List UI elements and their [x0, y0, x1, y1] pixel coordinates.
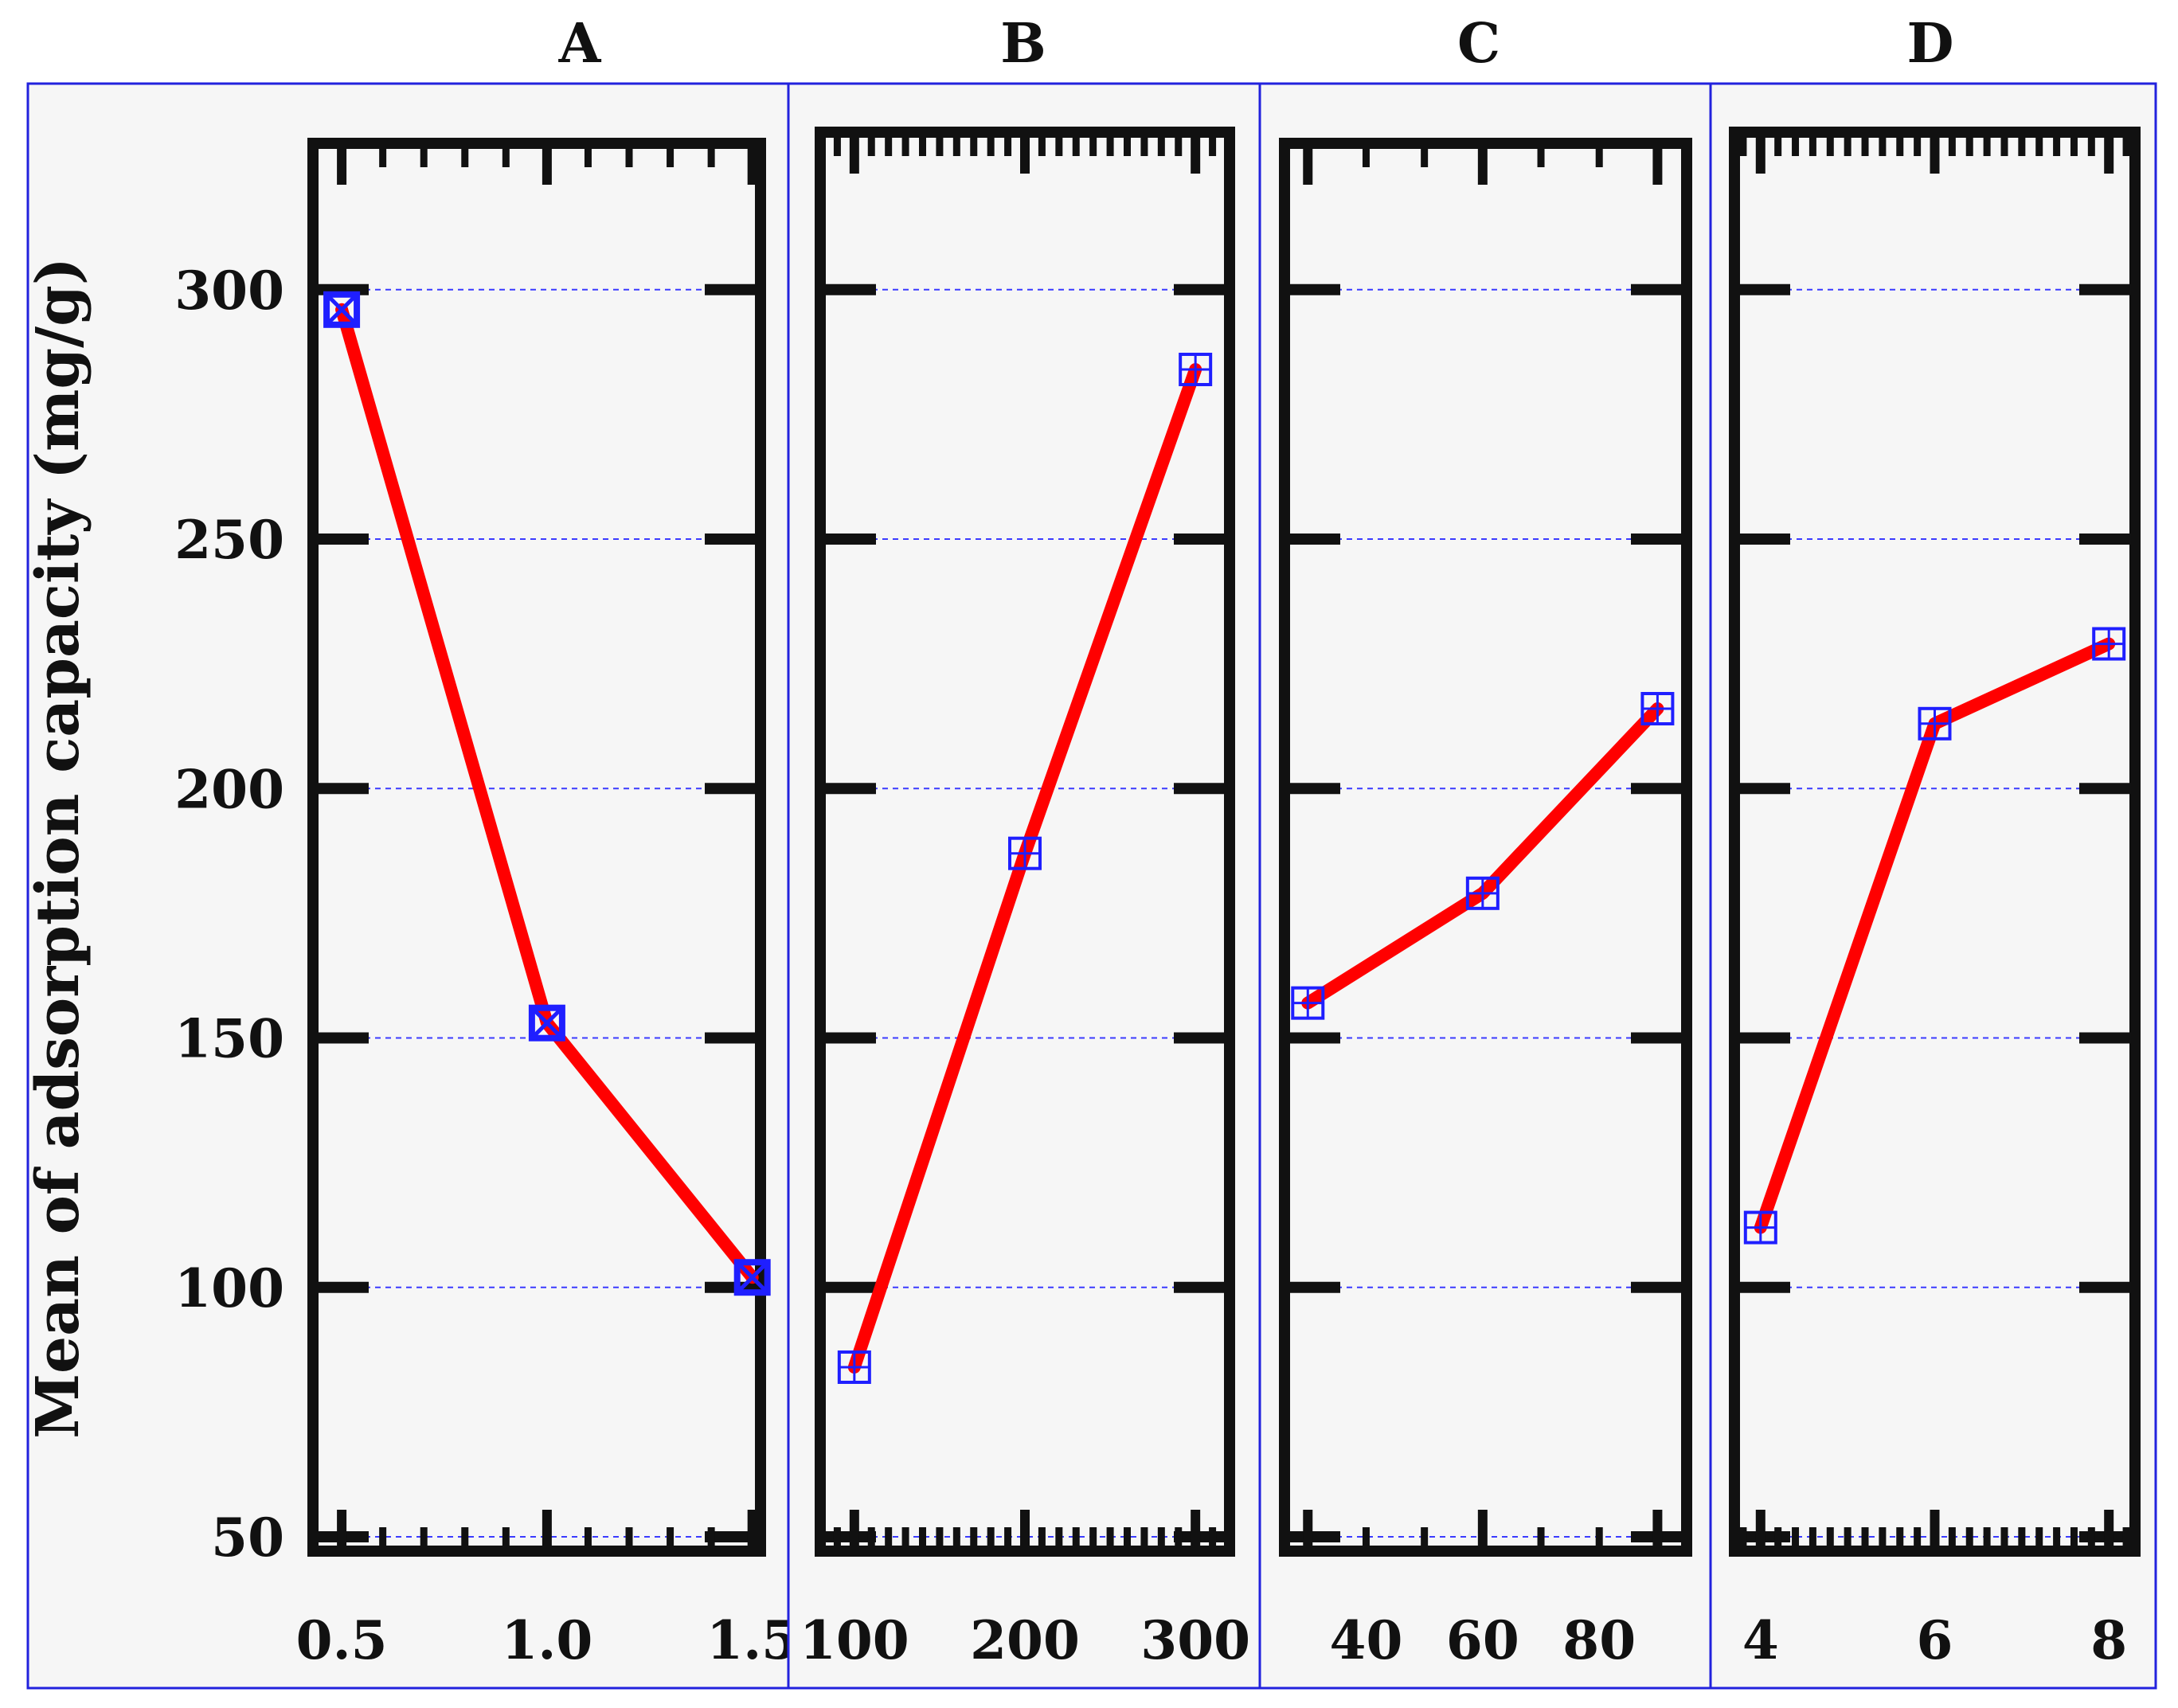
data-point: [1743, 1210, 1777, 1245]
x-tick-label: 0.5: [296, 1609, 388, 1671]
y-tick-label: 100: [174, 1257, 284, 1319]
x-tick-label: 8: [2090, 1609, 2127, 1671]
data-point: [323, 291, 361, 328]
panel-c: C 40 60 80: [1258, 12, 1712, 1690]
data-point: [1918, 706, 1952, 741]
marker-cross: [325, 293, 358, 326]
panel-title: A: [558, 12, 602, 76]
data-point: [528, 1004, 565, 1042]
x-tick-label: 6: [1917, 1609, 1953, 1671]
data-point: [1465, 876, 1500, 910]
panel-title: D: [1907, 12, 1954, 76]
plot-frame: [1729, 127, 2141, 1557]
y-tick-label: 50: [211, 1507, 284, 1569]
panel-background: [1709, 82, 2157, 1690]
x-tick-label: 1.0: [501, 1609, 592, 1671]
y-axis-label: Mean of adsorption capacity (mg/g): [24, 257, 92, 1439]
x-tick-label: 60: [1446, 1609, 1519, 1671]
y-tick-label: 250: [174, 509, 284, 571]
x-tick-label: 300: [1140, 1609, 1250, 1671]
data-point-marker: [733, 1259, 771, 1296]
panel-title: B: [1000, 12, 1046, 76]
x-tick-label: 80: [1562, 1609, 1636, 1671]
data-point: [733, 1259, 771, 1296]
y-tick-label: 150: [174, 1008, 284, 1070]
data-point: [1640, 692, 1675, 726]
x-tick-label: 100: [800, 1609, 909, 1671]
panels: A 0.5 1.0 1.5 B 100 200 300 C 40 60 80 D 4 6 8: [26, 12, 2157, 1690]
y-tick-label: 200: [174, 758, 284, 820]
marker-cross: [735, 1260, 769, 1294]
plot-frame: [815, 127, 1235, 1557]
panel-d: D 4 6 8: [1709, 12, 2157, 1690]
data-point: [1291, 986, 1325, 1020]
panel-background: [787, 82, 1261, 1690]
data-point: [837, 1350, 871, 1384]
panel-background: [26, 82, 790, 1690]
data-point-marker: [323, 291, 361, 328]
panel-b: B 100 200 300: [787, 12, 1261, 1690]
marker-cross: [530, 1006, 564, 1040]
x-tick-label: 200: [970, 1609, 1080, 1671]
panel-title: C: [1457, 12, 1500, 76]
y-tick-label: 300: [174, 260, 284, 322]
x-tick-label: 4: [1742, 1609, 1779, 1671]
plot-frame: [307, 138, 766, 1557]
data-point: [1179, 352, 1213, 386]
x-tick-label: 40: [1330, 1609, 1403, 1671]
x-tick-label: 1.5: [706, 1609, 798, 1671]
panel-a: A 0.5 1.0 1.5: [26, 12, 798, 1690]
data-point: [1008, 836, 1042, 870]
data-point-marker: [528, 1004, 565, 1042]
plot-frame: [1279, 138, 1692, 1557]
data-point: [2092, 627, 2126, 661]
